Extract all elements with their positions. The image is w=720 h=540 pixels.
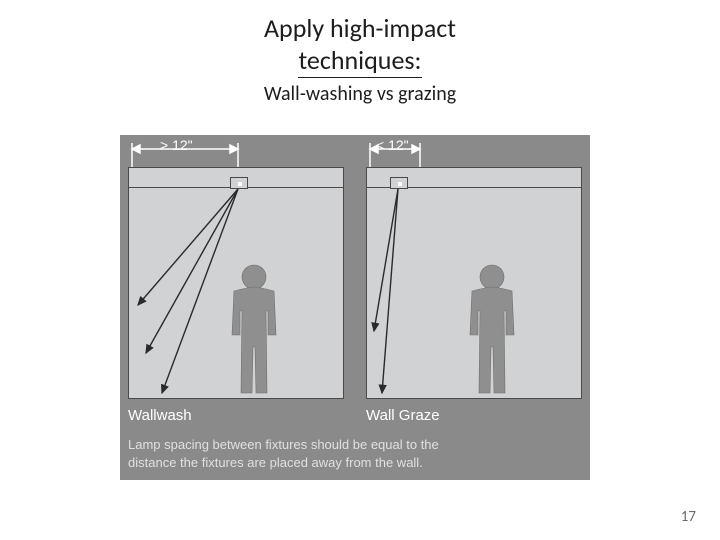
left-caption: Wallwash xyxy=(128,407,192,424)
slide: Apply high-impact techniques: Wall-washi… xyxy=(0,0,720,540)
title-line2-text: techniques: xyxy=(298,44,421,78)
right-person-icon xyxy=(120,135,590,415)
footnote-line2: distance the fixtures are placed away fr… xyxy=(128,455,423,470)
subtitle: Wall-washing vs grazing xyxy=(0,82,720,106)
footnote-line1: Lamp spacing between fixtures should be … xyxy=(128,437,439,452)
page-number: 17 xyxy=(681,508,696,526)
figure: > 12" xyxy=(120,135,590,480)
title-block: Apply high-impact techniques: Wall-washi… xyxy=(0,12,720,106)
title-line1: Apply high-impact xyxy=(0,12,720,44)
title-line2: techniques: xyxy=(0,44,720,76)
right-caption: Wall Graze xyxy=(366,407,440,424)
